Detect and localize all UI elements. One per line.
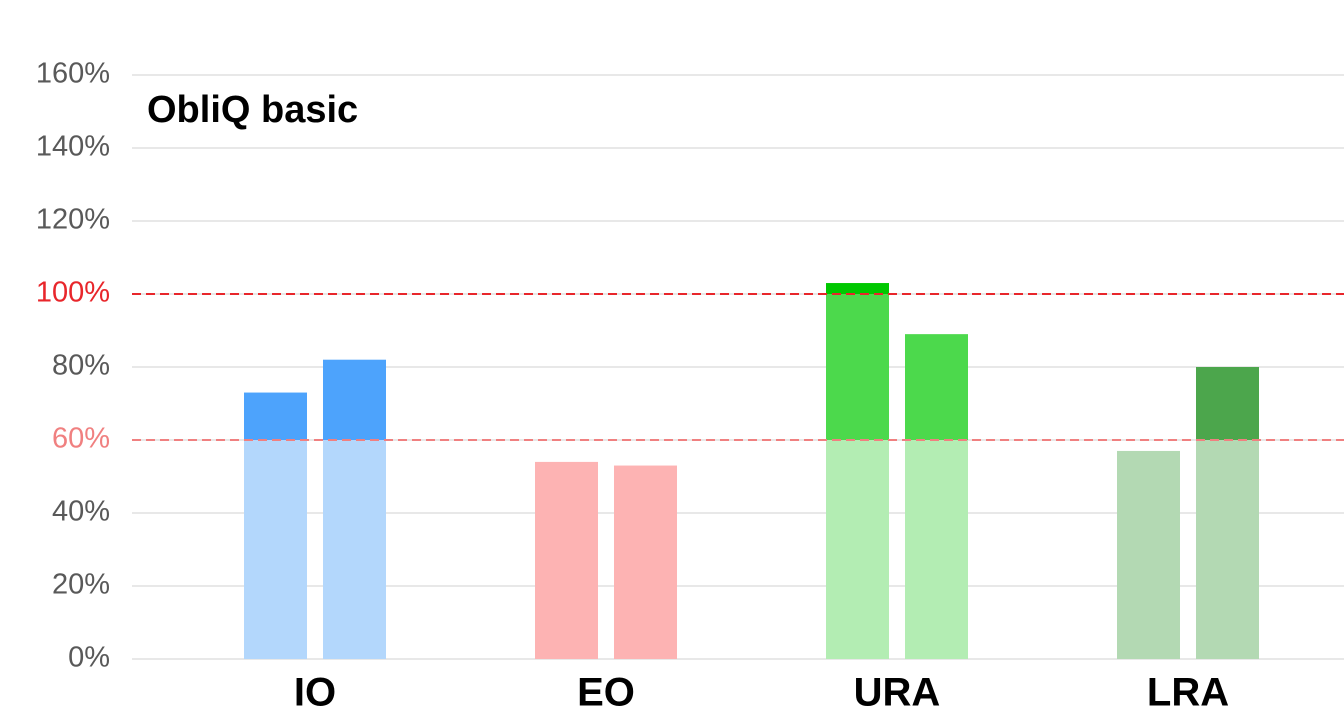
bar-segment xyxy=(244,440,307,659)
chart-annotation: ObliQ basic xyxy=(147,89,358,131)
y-tick-label: 100% xyxy=(36,277,110,309)
y-tick-label: 0% xyxy=(68,642,110,674)
y-tick-label: 140% xyxy=(36,131,110,163)
y-tick-label: 160% xyxy=(36,58,110,90)
bar-segment xyxy=(826,294,889,440)
y-tick-label: 80% xyxy=(52,350,110,382)
bar-segment xyxy=(1196,440,1259,659)
y-tick-label: 20% xyxy=(52,569,110,601)
bar-segment xyxy=(323,359,386,440)
bar-segment xyxy=(905,440,968,659)
bar-segment xyxy=(826,440,889,659)
bar-segment xyxy=(323,440,386,659)
x-tick-label: IO xyxy=(294,671,336,715)
y-tick-label: 120% xyxy=(36,204,110,236)
bar-segment xyxy=(905,334,968,440)
bar-segment xyxy=(1117,450,1180,659)
bar-segment xyxy=(535,461,598,659)
bar-segment xyxy=(826,283,889,294)
bar-segment xyxy=(1196,367,1259,440)
x-tick-label: LRA xyxy=(1147,671,1229,715)
y-tick-label: 60% xyxy=(52,423,110,455)
x-tick-label: EO xyxy=(577,671,635,715)
bars xyxy=(244,283,1259,659)
bar-segment xyxy=(244,392,307,440)
y-tick-label: 40% xyxy=(52,496,110,528)
x-tick-label: URA xyxy=(854,671,941,715)
bar-segment xyxy=(614,465,677,659)
